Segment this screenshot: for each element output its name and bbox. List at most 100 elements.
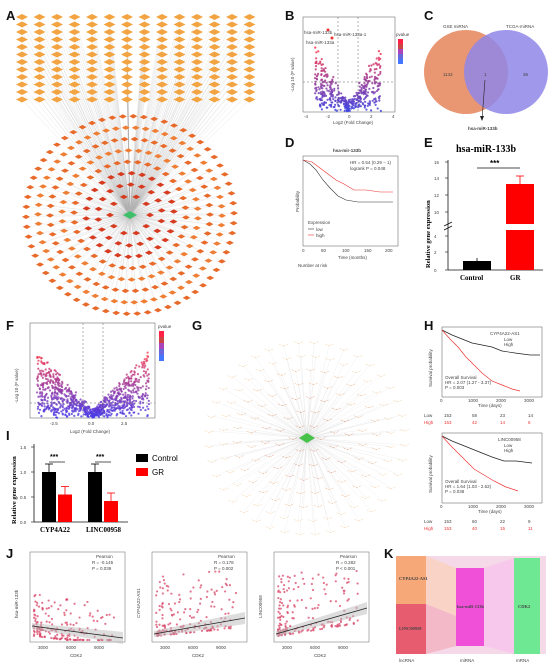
h-bot-stat-2: P = 0.038 bbox=[445, 489, 465, 494]
hub-node-g bbox=[299, 433, 315, 443]
panel-f-xtick-1: 0.0 bbox=[88, 421, 95, 426]
k-label-cyp4a22: CYP4A22-AS1 bbox=[399, 576, 428, 581]
panel-i-ylabel: Relative gene expression bbox=[11, 456, 18, 524]
panel-i-label: I bbox=[6, 428, 10, 443]
svg-text:1.5: 1.5 bbox=[20, 445, 27, 450]
svg-text:CDK2: CDK2 bbox=[70, 653, 83, 658]
svg-text:CYP4A22: CYP4A22 bbox=[40, 526, 70, 534]
panel-d-logrank: logrank P = 0.048 bbox=[350, 166, 386, 171]
k-label-mir133b: hsa-miR-133b bbox=[457, 604, 484, 609]
panel-d-hr: HR = 0.54 (0.29 − 1) bbox=[350, 160, 392, 165]
panel-d-xtick-4: 200 bbox=[385, 248, 393, 253]
svg-text:3000: 3000 bbox=[282, 645, 293, 650]
panel-e-label: E bbox=[424, 135, 433, 150]
k-col-lncrna: lncRNA bbox=[399, 658, 414, 663]
annotation-mir133a: hsa-miR-133a bbox=[306, 40, 335, 45]
svg-text:153: 153 bbox=[444, 519, 452, 524]
h-bot-legend-high: High bbox=[504, 448, 514, 453]
svg-text:CDK2: CDK2 bbox=[314, 653, 327, 658]
bar-control bbox=[463, 261, 491, 270]
h-bot-legend-low: Low bbox=[504, 443, 513, 448]
svg-text:2: 2 bbox=[434, 250, 437, 255]
k-label-cdk2: CDK2 bbox=[518, 604, 531, 609]
panel-d-km: hsa-mir-133b HR = 0.54 (0.29 − 1) logran… bbox=[295, 148, 399, 268]
svg-text:hsa-miR-133b: hsa-miR-133b bbox=[14, 589, 19, 618]
panel-g-network bbox=[204, 341, 410, 536]
svg-text:P < 0.001: P < 0.001 bbox=[336, 566, 356, 571]
svg-text:1000: 1000 bbox=[468, 504, 479, 509]
panel-d-legend-title: Expression bbox=[308, 220, 331, 225]
svg-text:0: 0 bbox=[434, 268, 437, 273]
svg-text:1000: 1000 bbox=[468, 398, 479, 403]
svg-text:LINC00958: LINC00958 bbox=[258, 595, 263, 618]
svg-text:0: 0 bbox=[348, 114, 351, 119]
svg-text:3000: 3000 bbox=[160, 645, 171, 650]
svg-text:14: 14 bbox=[500, 420, 506, 425]
panel-f-volcano: -Log 10 (P value) -2.5 0.0 2.5 Log2 (Fol… bbox=[14, 322, 172, 434]
h-top-legend-high: High bbox=[504, 342, 514, 347]
h-bot-xlabel: Time (days) bbox=[478, 509, 502, 514]
venn-right-label: TCGA-miRNA bbox=[506, 24, 534, 29]
panel-d-legend-high: high bbox=[316, 233, 325, 238]
svg-text:0: 0 bbox=[440, 504, 443, 509]
svg-text:153: 153 bbox=[444, 420, 452, 425]
svg-text:GR: GR bbox=[510, 274, 521, 282]
svg-text:Pearson: Pearson bbox=[96, 554, 113, 559]
svg-text:4: 4 bbox=[434, 234, 437, 239]
h-bot-stat-1: HR = 1.64 (1.03 - 2.62) bbox=[445, 484, 492, 489]
svg-text:9000: 9000 bbox=[94, 645, 105, 650]
k-col-mrna: mRNA bbox=[516, 658, 529, 663]
svg-text:6000: 6000 bbox=[188, 645, 199, 650]
panel-c-label: C bbox=[424, 8, 434, 23]
svg-text:15: 15 bbox=[500, 526, 506, 531]
bar-LINC00958-GR bbox=[104, 501, 118, 522]
panel-f-xtick-0: -2.5 bbox=[50, 421, 58, 426]
svg-text:CYP4A22-AS1: CYP4A22-AS1 bbox=[136, 588, 141, 618]
svg-text:6: 6 bbox=[528, 420, 531, 425]
svg-text:9000: 9000 bbox=[338, 645, 349, 650]
panel-f-ylabel: -Log 10 (P value) bbox=[14, 368, 19, 403]
venn-left-label: GSE miRNA bbox=[443, 24, 468, 29]
bar-gr-lower bbox=[506, 230, 534, 270]
bar-LINC00958-Control bbox=[88, 472, 102, 522]
svg-text:-4: -4 bbox=[304, 114, 308, 119]
svg-text:0.0: 0.0 bbox=[20, 520, 27, 525]
svg-text:9: 9 bbox=[528, 519, 531, 524]
svg-text:4: 4 bbox=[392, 114, 395, 119]
h-top-row-low-label: Low bbox=[424, 413, 433, 418]
svg-text:14: 14 bbox=[434, 176, 440, 181]
svg-text:***: *** bbox=[96, 454, 104, 461]
panel-b-xlabel: Log2 (Fold Change) bbox=[333, 120, 374, 125]
venn-left-count: 1142 bbox=[443, 72, 453, 77]
h-bot-stat-0: Overall Survival bbox=[445, 479, 477, 484]
svg-text:23: 23 bbox=[500, 413, 506, 418]
annotation-mir133a1: hsa-miR-133a-1 bbox=[334, 32, 367, 37]
svg-text:R = -0.145: R = -0.145 bbox=[92, 560, 114, 565]
venn-right-count: 36 bbox=[523, 72, 529, 77]
svg-text:40: 40 bbox=[472, 526, 478, 531]
k-node-linc00958 bbox=[396, 604, 426, 654]
panel-i-bar: Relative gene expression 0.0 0.5 1.0 1.5 ***… bbox=[11, 444, 178, 534]
svg-text:16: 16 bbox=[434, 160, 440, 165]
svg-text:2000: 2000 bbox=[496, 398, 507, 403]
svg-text:pvalue: pvalue bbox=[396, 32, 410, 37]
svg-text:3000: 3000 bbox=[38, 645, 49, 650]
panel-d-ylabel: Probability bbox=[295, 190, 300, 212]
bar-CYP4A22-GR bbox=[58, 494, 72, 522]
svg-text:2: 2 bbox=[370, 114, 373, 119]
svg-text:10: 10 bbox=[434, 210, 440, 215]
svg-text:2000: 2000 bbox=[496, 504, 507, 509]
h-top-gene: CYP4A22-AS1 bbox=[490, 331, 520, 336]
svg-text:R = 0.282: R = 0.282 bbox=[336, 560, 356, 565]
svg-text:0: 0 bbox=[440, 398, 443, 403]
panel-b-label: B bbox=[285, 8, 295, 23]
panel-h-km: CYP4A22-AS1 Low High Overall Survival HR… bbox=[424, 326, 543, 531]
svg-text:Pearson: Pearson bbox=[340, 554, 357, 559]
hub-node bbox=[123, 211, 137, 219]
svg-text:12: 12 bbox=[434, 193, 440, 198]
svg-text:pvalue: pvalue bbox=[158, 324, 172, 329]
svg-text:R = 0.178: R = 0.178 bbox=[214, 560, 234, 565]
venn-callout: hsa-miR-133b bbox=[468, 126, 498, 131]
panel-a-label: A bbox=[6, 8, 16, 23]
